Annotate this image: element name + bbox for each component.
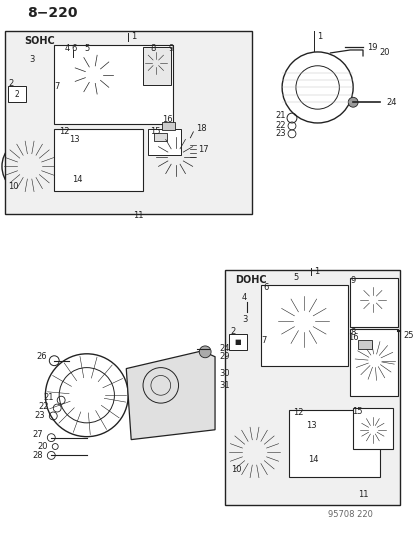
Text: 5: 5 — [292, 273, 298, 282]
Text: 1: 1 — [131, 31, 136, 41]
Text: 15: 15 — [149, 127, 160, 136]
Text: 26: 26 — [37, 352, 47, 361]
Text: 9: 9 — [168, 44, 173, 53]
Text: ■: ■ — [234, 339, 240, 345]
Text: 24: 24 — [218, 344, 229, 353]
Text: 3: 3 — [241, 315, 247, 324]
Bar — [352, 408, 392, 449]
Text: 12: 12 — [292, 408, 303, 417]
Text: 23: 23 — [35, 411, 45, 421]
Text: SOHC: SOHC — [25, 36, 55, 46]
Text: 95708 220: 95708 220 — [327, 510, 372, 519]
Text: 10: 10 — [231, 465, 242, 474]
Bar — [261, 285, 347, 366]
Circle shape — [242, 311, 250, 319]
Text: 12: 12 — [59, 127, 69, 136]
Text: 28: 28 — [33, 451, 43, 460]
Text: 22: 22 — [39, 401, 49, 410]
Text: 20: 20 — [379, 49, 389, 58]
Text: 6: 6 — [71, 44, 76, 53]
Text: 3: 3 — [29, 55, 34, 64]
Text: 24: 24 — [386, 98, 396, 107]
Bar — [5, 31, 251, 214]
Bar — [228, 334, 246, 350]
Text: 20: 20 — [38, 442, 48, 451]
Text: 11: 11 — [133, 211, 143, 220]
Text: 1: 1 — [313, 268, 318, 277]
Text: 27: 27 — [33, 430, 43, 439]
Text: 23: 23 — [275, 130, 285, 139]
Text: 10: 10 — [8, 182, 18, 191]
Text: 4: 4 — [64, 44, 69, 53]
Text: 29: 29 — [218, 352, 229, 361]
Text: 4: 4 — [242, 293, 247, 302]
Text: 15: 15 — [351, 407, 361, 416]
Text: 31: 31 — [218, 381, 229, 390]
Text: 22: 22 — [275, 122, 285, 131]
Text: 1: 1 — [316, 31, 321, 41]
Text: 8−220: 8−220 — [28, 6, 78, 20]
Text: 8: 8 — [350, 328, 355, 337]
Text: 2: 2 — [230, 327, 235, 336]
Bar — [54, 45, 172, 124]
Text: 7: 7 — [261, 336, 266, 345]
Text: 30: 30 — [218, 369, 229, 378]
Bar — [161, 122, 174, 130]
Text: 21: 21 — [44, 393, 54, 402]
Circle shape — [33, 61, 42, 71]
Text: 8: 8 — [150, 44, 155, 53]
Text: 2: 2 — [14, 90, 19, 99]
Text: 11: 11 — [357, 490, 368, 499]
Polygon shape — [126, 351, 214, 440]
Bar — [349, 278, 396, 327]
Text: 17: 17 — [198, 145, 209, 154]
Bar — [288, 410, 379, 477]
Bar — [142, 47, 170, 85]
Bar — [224, 270, 399, 505]
Text: 14: 14 — [308, 455, 318, 464]
Text: 9: 9 — [350, 276, 355, 285]
Bar — [147, 129, 180, 155]
Text: 16: 16 — [162, 115, 173, 124]
Text: 16: 16 — [347, 333, 358, 342]
Text: 21: 21 — [275, 110, 285, 119]
Text: 18: 18 — [196, 124, 206, 133]
Text: 2: 2 — [8, 79, 13, 88]
Bar — [349, 329, 396, 396]
Circle shape — [199, 346, 211, 358]
Text: 13: 13 — [306, 421, 316, 430]
Text: 25: 25 — [403, 330, 413, 340]
Text: 14: 14 — [71, 175, 82, 184]
Bar — [154, 133, 166, 141]
Bar — [357, 340, 371, 349]
Bar — [8, 86, 26, 102]
Bar — [54, 129, 142, 191]
Text: 19: 19 — [366, 43, 377, 52]
Text: 5: 5 — [84, 44, 89, 53]
Circle shape — [347, 98, 357, 107]
Text: 13: 13 — [69, 135, 79, 144]
Text: DOHC: DOHC — [234, 275, 266, 285]
Text: 6: 6 — [263, 283, 268, 292]
Text: 7: 7 — [55, 82, 60, 91]
